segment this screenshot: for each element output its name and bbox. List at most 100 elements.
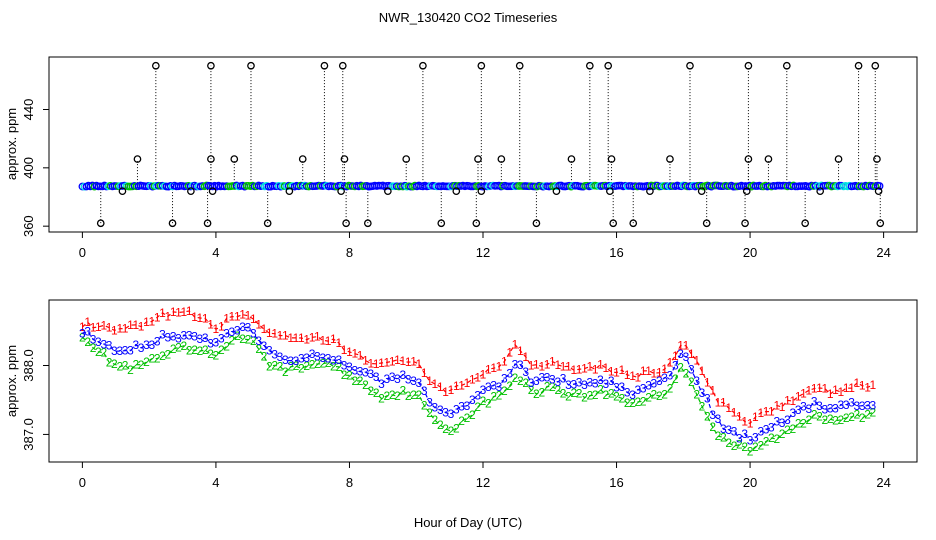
near-point (606, 187, 614, 196)
near-point (208, 187, 217, 196)
series-1-point: 1 (544, 358, 551, 372)
spike-point (854, 61, 863, 70)
series-3-point: 3 (715, 412, 722, 426)
y-tick-label: 360 (21, 215, 36, 237)
series-2-point: 2 (496, 389, 503, 403)
series-3-point: 3 (159, 328, 166, 342)
series-1-point: 1 (282, 329, 289, 343)
series-1-point: 1 (127, 318, 134, 332)
series-2-point: 2 (159, 349, 166, 363)
series-3-point: 3 (784, 413, 791, 427)
series-2-point: 2 (549, 380, 556, 394)
series-3-point: 3 (731, 425, 738, 439)
series-1-point: 1 (132, 318, 139, 332)
series-3-point: 3 (255, 334, 262, 348)
mid-point (133, 155, 142, 163)
mid-point (474, 155, 482, 163)
near-point (187, 187, 195, 196)
series-2-point: 2 (314, 357, 321, 371)
series-2-point: 2 (795, 417, 802, 431)
series-2-point: 2 (490, 389, 497, 403)
series-2-point: 2 (426, 406, 433, 420)
series-2-point: 2 (116, 360, 123, 374)
series-1-point: 1 (330, 332, 337, 346)
series-3-point: 3 (437, 403, 444, 417)
series-2-point: 2 (405, 389, 412, 403)
series-3-point: 3 (453, 402, 460, 416)
series-3-point: 3 (389, 370, 396, 384)
series-3-point: 3 (170, 330, 177, 344)
series-1-point: 1 (175, 306, 182, 320)
series-1-point: 1 (389, 354, 396, 368)
chart-title: NWR_130420 CO2 Timeseries (379, 10, 558, 25)
series-2-point: 2 (683, 367, 690, 381)
series-3-point: 3 (688, 363, 695, 377)
series-3-point: 3 (496, 380, 503, 394)
series-1-point: 1 (789, 394, 796, 408)
series-2-point: 2 (277, 359, 284, 373)
low-point (472, 219, 481, 228)
spike-point (515, 61, 524, 70)
series-3-point: 3 (277, 350, 284, 364)
series-1-point: 1 (159, 306, 166, 320)
mid-point (340, 155, 349, 163)
series-1-point: 1 (255, 317, 262, 331)
low-point (532, 219, 541, 228)
series-1-point: 1 (138, 320, 145, 334)
series-1-point: 1 (725, 401, 732, 415)
series-3-point: 3 (752, 431, 759, 445)
series-2-point: 2 (533, 387, 540, 401)
series-1-point: 1 (191, 310, 198, 324)
series-3-point: 3 (416, 376, 423, 390)
series-2-point: 2 (629, 396, 636, 410)
low-point (741, 219, 749, 228)
series-1-point: 1 (661, 362, 668, 376)
series-1-point: 1 (341, 343, 348, 357)
series-2-point: 2 (319, 357, 326, 371)
series-1-point: 1 (421, 366, 428, 380)
series-3-point: 3 (362, 366, 369, 380)
series-1-point: 1 (795, 390, 802, 404)
series-2-point: 2 (325, 356, 332, 370)
series-1-point: 1 (715, 396, 722, 410)
series-1-point: 1 (768, 405, 775, 419)
series-2-point: 2 (335, 360, 342, 374)
series-3-point: 3 (261, 339, 268, 353)
series-2-point: 2 (170, 342, 177, 356)
top-panel: 0 4 8 12 16 20 24 360 400 440 approx. ppm (4, 56, 918, 260)
series-3-point: 3 (351, 363, 358, 377)
low-point (168, 219, 177, 228)
series-3-point: 3 (565, 378, 572, 392)
series-3-point: 3 (474, 389, 481, 403)
mid-point (834, 155, 843, 163)
series-1-point: 1 (843, 381, 850, 395)
series-3-point: 3 (805, 402, 812, 416)
series-1-point: 1 (480, 367, 487, 381)
spike-point (151, 61, 160, 70)
series-2-point: 2 (672, 372, 679, 386)
series-3-point: 3 (298, 352, 305, 366)
mid-point (607, 155, 616, 163)
series-1-point: 1 (154, 310, 161, 324)
series-3-point: 3 (624, 386, 631, 400)
series-3-point: 3 (709, 408, 716, 422)
series-2-point: 2 (432, 413, 439, 427)
series-3-point: 3 (672, 359, 679, 373)
series-2-point: 2 (132, 358, 139, 372)
series-3-point: 3 (229, 325, 236, 339)
series-2-point: 2 (389, 388, 396, 402)
series-1-point: 1 (822, 382, 829, 396)
series-3-point: 3 (164, 331, 171, 345)
series-2-point: 2 (84, 335, 91, 349)
series-1-point: 1 (496, 360, 503, 374)
series-1-point: 1 (586, 360, 593, 374)
series-2-point: 2 (693, 388, 700, 402)
series-3-point: 3 (613, 381, 620, 395)
series-1-point: 1 (693, 354, 700, 368)
series-3-point: 3 (175, 331, 182, 345)
series-3-point: 3 (223, 326, 230, 340)
series-3-point: 3 (464, 399, 471, 413)
series-3-point: 3 (378, 377, 385, 391)
series-2-point: 2 (640, 394, 647, 408)
